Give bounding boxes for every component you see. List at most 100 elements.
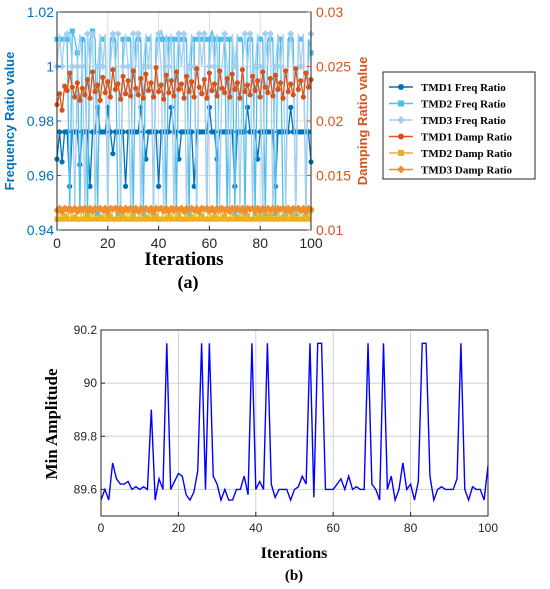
x-tick-label: 20 (172, 521, 186, 535)
data-point-tmd2-damp-ratio (135, 216, 141, 222)
data-point-tmd1-damp-ratio (247, 92, 253, 98)
y-tick-label: 89.8 (74, 429, 98, 443)
data-point-tmd2-damp-ratio (107, 213, 113, 219)
data-point-tmd3-freq-ratio (58, 62, 66, 71)
data-point-tmd1-damp-ratio (298, 78, 304, 84)
data-point-tmd3-freq-ratio (256, 62, 264, 71)
data-point-tmd1-freq-ratio (110, 151, 116, 157)
panel-a-legend: TMD1 Freq Ratio TMD2 Freq Ratio TMD3 Freq … (382, 71, 536, 180)
data-point-tmd2-damp-ratio (272, 216, 279, 222)
data-point-tmd1-damp-ratio (112, 86, 119, 92)
data-point-tmd3-freq-ratio (297, 62, 305, 71)
data-point-tmd1-damp-ratio (138, 75, 144, 82)
data-point-tmd2-freq-ratio (74, 50, 80, 56)
data-point-tmd1-damp-ratio (158, 82, 164, 88)
series-tmd1-damp-ratio (54, 64, 314, 113)
data-point-tmd2-freq-ratio (171, 36, 177, 42)
data-point-tmd2-damp-ratio (122, 216, 129, 222)
data-point-tmd3-damp-ratio (297, 206, 305, 214)
data-point-tmd2-damp-ratio (173, 216, 179, 222)
data-point-tmd3-damp-ratio (269, 204, 277, 212)
data-point-tmd1-damp-ratio (173, 69, 179, 75)
data-point-tmd3-damp-ratio (259, 204, 267, 212)
data-point-tmd1-damp-ratio (102, 90, 108, 96)
data-point-tmd3-damp-ratio (71, 204, 79, 212)
data-point-tmd3-freq-ratio (261, 30, 269, 38)
data-point-tmd1-damp-ratio (150, 94, 157, 100)
data-point-tmd2-damp-ratio (105, 216, 111, 222)
data-point-tmd1-freq-ratio (56, 129, 63, 135)
data-point-tmd1-damp-ratio (201, 76, 207, 83)
data-point-tmd2-damp-ratio (242, 216, 248, 222)
data-point-tmd1-damp-ratio (77, 97, 83, 103)
data-point-tmd1-freq-ratio (59, 159, 65, 165)
panel-a-series (53, 28, 315, 222)
data-point-tmd1-freq-ratio (87, 183, 93, 189)
data-point-tmd1-freq-ratio (168, 104, 174, 110)
data-point-tmd3-damp-ratio (294, 204, 302, 212)
data-point-tmd2-freq-ratio (211, 36, 218, 42)
panel-b-x-axis-label: Iterations (261, 545, 328, 562)
x-tick-label: 40 (151, 235, 167, 251)
data-point-tmd3-freq-ratio (134, 30, 142, 38)
data-point-tmd2-damp-ratio (158, 216, 164, 222)
data-point-tmd1-damp-ratio (199, 91, 205, 97)
data-point-tmd1-damp-ratio (181, 95, 187, 101)
legend-item: TMD1 Freq Ratio (389, 82, 506, 94)
data-point-tmd1-damp-ratio (222, 90, 228, 96)
data-point-tmd1-damp-ratio (69, 84, 75, 90)
data-point-tmd1-damp-ratio (265, 90, 271, 96)
data-point-tmd2-freq-ratio (64, 36, 70, 42)
data-point-tmd3-freq-ratio (109, 30, 117, 38)
data-point-tmd3-freq-ratio (180, 30, 188, 38)
data-point-tmd2-damp-ratio (265, 216, 271, 222)
data-point-tmd3-freq-ratio (251, 62, 259, 71)
data-point-tmd3-freq-ratio (205, 62, 213, 71)
data-point-tmd1-damp-ratio (97, 97, 103, 103)
data-point-tmd1-damp-ratio (125, 78, 131, 84)
data-point-tmd3-freq-ratio (195, 30, 203, 38)
x-tick-label: 80 (252, 235, 268, 251)
data-point-tmd2-damp-ratio (283, 216, 289, 222)
legend-label: TMD1 Damp Ratio (421, 132, 513, 144)
data-point-tmd3-freq-ratio (200, 30, 208, 38)
data-point-tmd1-damp-ratio (87, 95, 93, 101)
data-point-tmd1-damp-ratio (128, 93, 134, 99)
data-point-tmd2-damp-ratio (176, 213, 182, 219)
legend-label: TMD3 Freq Ratio (421, 115, 506, 127)
data-point-tmd2-damp-ratio (244, 213, 251, 219)
data-point-tmd1-damp-ratio (95, 82, 101, 88)
data-point-tmd1-freq-ratio (288, 104, 294, 110)
data-point-tmd1-damp-ratio (74, 80, 80, 86)
data-point-tmd2-freq-ratio (79, 36, 85, 42)
data-point-tmd1-damp-ratio (229, 71, 235, 77)
data-point-tmd3-freq-ratio (124, 62, 132, 71)
y-tick-label: 90.2 (74, 323, 98, 337)
data-point-tmd2-damp-ratio (249, 216, 256, 222)
data-point-tmd2-freq-ratio (140, 211, 146, 217)
data-point-tmd1-damp-ratio (275, 86, 281, 92)
y-tick-label-left: 1 (46, 59, 54, 75)
x-tick-label: 80 (404, 521, 418, 535)
data-point-tmd3-freq-ratio (231, 62, 239, 71)
data-point-tmd1-damp-ratio (117, 96, 124, 102)
legend-box (382, 71, 536, 180)
data-point-tmd2-damp-ratio (77, 216, 83, 222)
data-point-tmd3-damp-ratio (111, 204, 120, 212)
data-point-tmd2-damp-ratio (59, 216, 65, 222)
x-tick-label: 60 (327, 521, 341, 535)
x-tick-label: 0 (98, 521, 105, 535)
data-point-tmd3-freq-ratio (276, 62, 285, 71)
data-point-tmd2-freq-ratio (59, 36, 65, 42)
data-point-tmd1-damp-ratio (171, 93, 177, 99)
data-point-tmd1-damp-ratio (156, 88, 162, 95)
data-point-tmd1-damp-ratio (262, 84, 268, 90)
data-point-tmd3-freq-ratio (287, 30, 295, 38)
data-point-tmd1-damp-ratio (277, 80, 284, 86)
data-point-tmd1-damp-ratio (79, 85, 85, 91)
panel-b-x-ticks: 0 20 40 60 80 100 (98, 512, 498, 535)
data-point-tmd1-damp-ratio (290, 92, 296, 98)
data-point-tmd1-damp-ratio (153, 64, 159, 71)
data-point-tmd3-damp-ratio (261, 205, 269, 213)
